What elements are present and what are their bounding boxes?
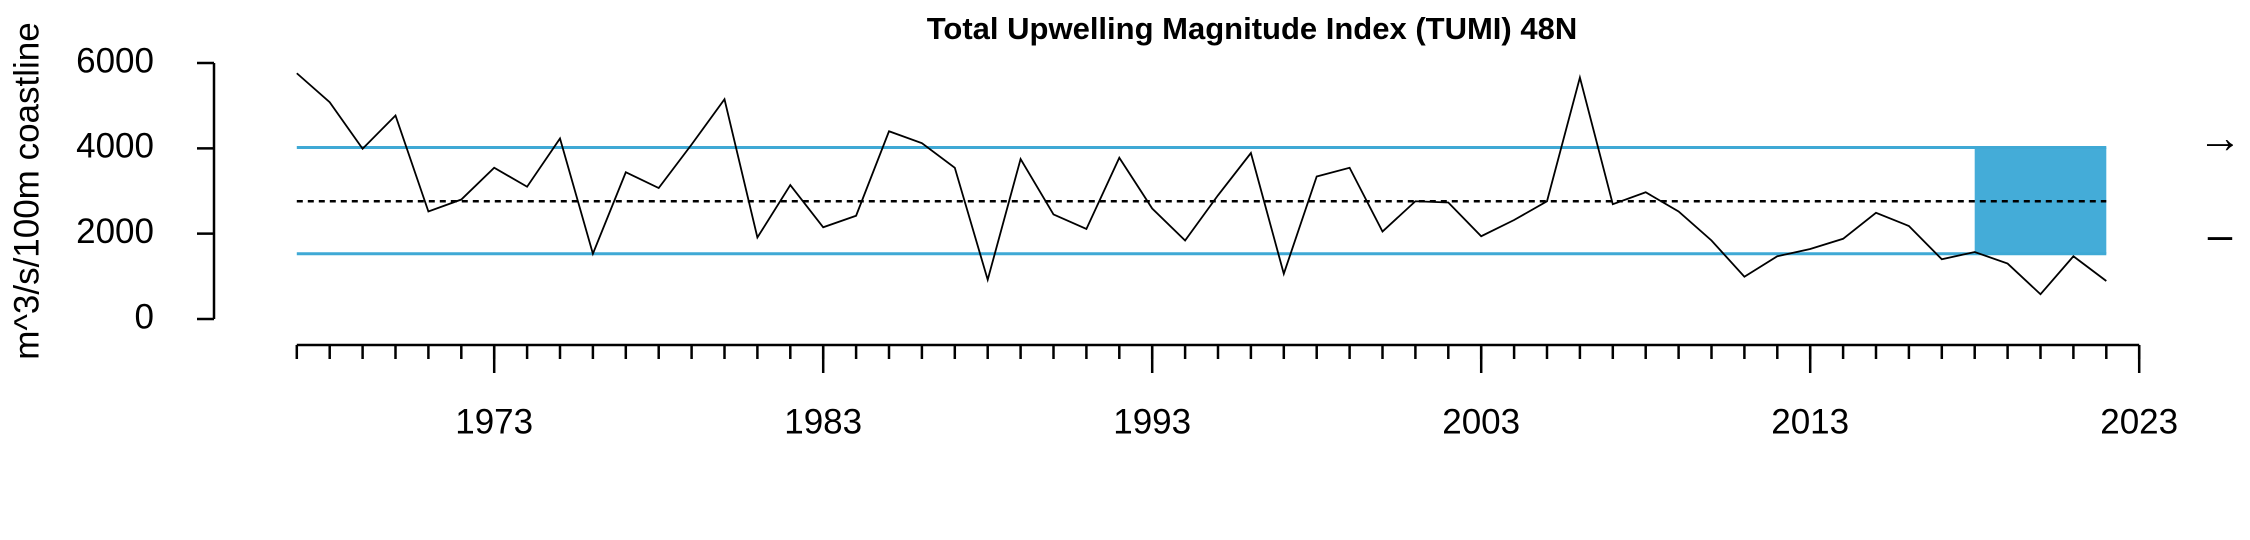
y-tick-label: 2000 <box>76 212 154 251</box>
x-tick-label: 1993 <box>1113 402 1191 441</box>
x-tick-label: 2023 <box>2100 402 2178 441</box>
x-tick-label: 1973 <box>455 402 533 441</box>
y-axis-label: m^3/s/100m coastline <box>7 22 46 359</box>
data-line <box>296 72 2107 296</box>
x-tick-label: 2003 <box>1442 402 1520 441</box>
trend-symbol: → <box>2198 114 2242 163</box>
y-tick-label: 0 <box>135 297 154 336</box>
y-tick-label: 4000 <box>76 127 154 166</box>
mean-symbol: – <box>2208 211 2233 260</box>
x-tick-label: 1983 <box>784 402 862 441</box>
y-tick-label: 6000 <box>76 41 154 80</box>
chart-title: Total Upwelling Magnitude Index (TUMI) 4… <box>927 11 1577 46</box>
x-tick-label: 2013 <box>1771 402 1849 441</box>
